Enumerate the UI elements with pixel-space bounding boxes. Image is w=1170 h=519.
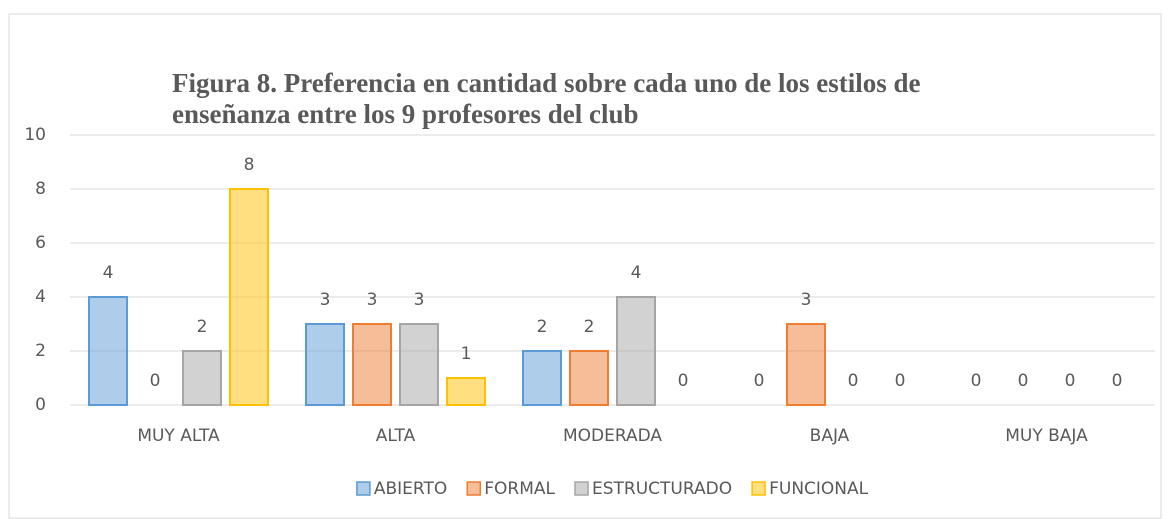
x-tick-label: ALTA [376,426,416,446]
x-tick-label: BAJA [810,426,850,446]
bar [88,296,128,406]
legend-label: ABIERTO [374,479,447,499]
y-tick-label: 8 [35,179,46,199]
y-tick-label: 10 [24,125,46,145]
y-tick-label: 4 [35,287,46,307]
bar [569,350,609,406]
data-label: 0 [754,371,765,391]
data-label: 3 [367,290,378,310]
data-label: 0 [971,371,982,391]
x-tick-label: MODERADA [563,426,662,446]
data-label: 0 [895,371,906,391]
bar [352,323,392,406]
data-label: 0 [1065,371,1076,391]
bar [229,188,269,406]
data-label: 2 [584,317,595,337]
data-label: 0 [150,371,161,391]
bar [522,350,562,406]
y-tick-label: 2 [35,341,46,361]
data-label: 8 [244,155,255,175]
bar [786,323,826,406]
legend-marker [751,481,766,496]
y-tick-label: 6 [35,233,46,253]
legend-label: FORMAL [484,479,555,499]
legend-marker [466,481,482,496]
data-label: 1 [461,344,472,364]
data-label: 3 [320,290,331,310]
data-label: 3 [414,290,425,310]
x-tick-label: MUY BAJA [1005,426,1088,446]
data-label: 4 [631,263,642,283]
data-label: 2 [197,317,208,337]
data-label: 2 [537,317,548,337]
data-label: 0 [1112,371,1123,391]
legend-label: FUNCIONAL [769,479,869,499]
data-label: 0 [848,371,859,391]
legend-marker [356,481,371,496]
bar [399,323,439,406]
y-tick-label: 0 [35,395,46,415]
data-label: 3 [801,290,812,310]
data-label: 0 [678,371,689,391]
x-tick-label: MUY ALTA [137,426,220,446]
data-label: 0 [1018,371,1029,391]
bar [446,377,486,406]
bar [616,296,656,406]
chart-border [8,13,1162,519]
legend-marker [574,481,589,496]
bar [182,350,222,406]
data-label: 4 [103,263,114,283]
legend-label: ESTRUCTURADO [592,479,732,499]
chart-title: Figura 8. Preferencia en cantidad sobre … [172,68,921,129]
bar [305,323,345,406]
